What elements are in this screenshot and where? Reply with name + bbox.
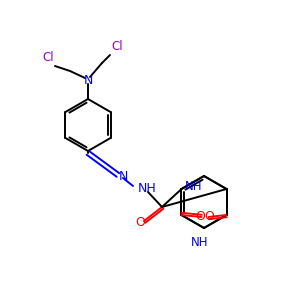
- Text: O: O: [205, 211, 214, 224]
- Text: NH: NH: [138, 182, 157, 196]
- Text: O: O: [135, 215, 145, 229]
- Text: N: N: [83, 74, 93, 88]
- Text: NH: NH: [184, 181, 202, 194]
- Text: O: O: [196, 211, 206, 224]
- Text: NH: NH: [191, 236, 209, 249]
- Text: Cl: Cl: [111, 40, 123, 53]
- Text: Cl: Cl: [42, 51, 54, 64]
- Text: N: N: [119, 169, 128, 182]
